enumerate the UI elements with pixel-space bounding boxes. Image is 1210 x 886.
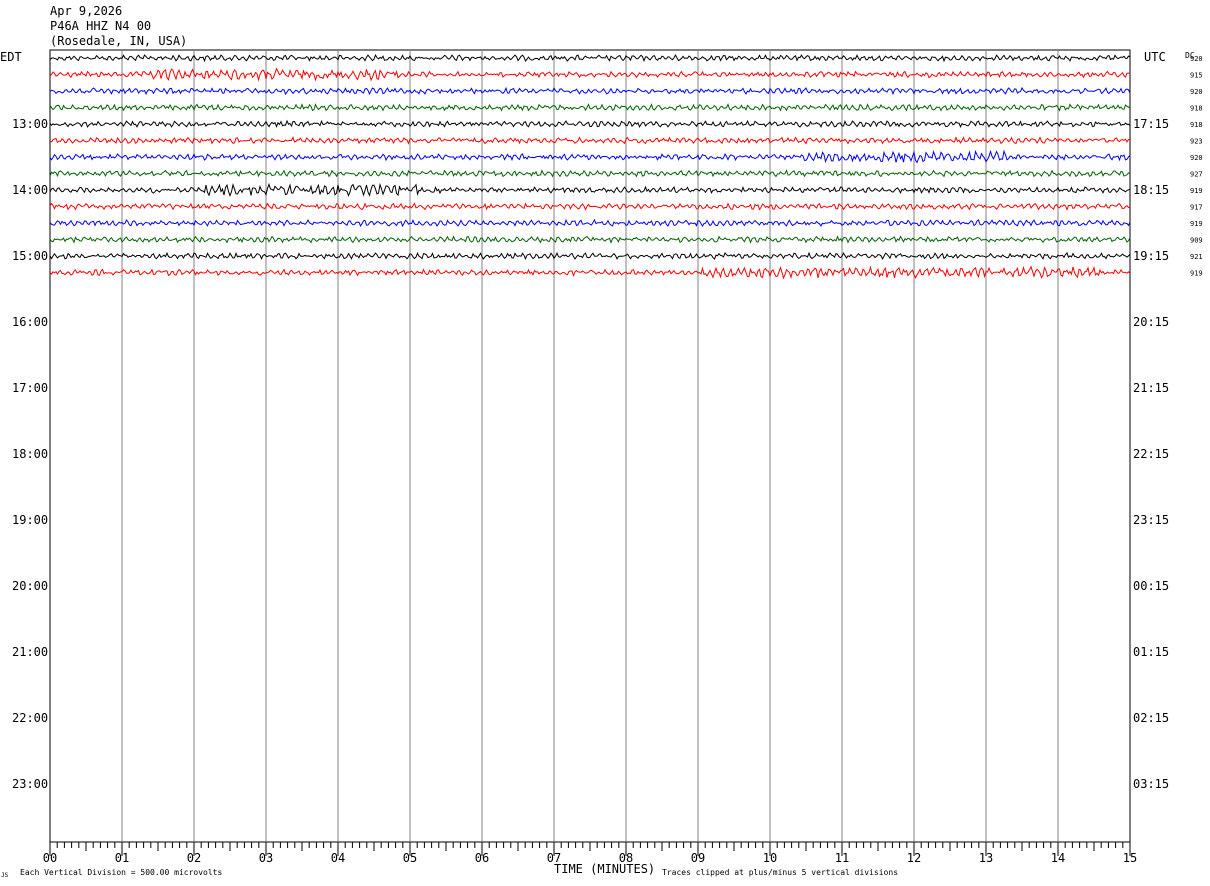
dc-offset-label: 909 bbox=[1190, 237, 1203, 245]
seismic-trace bbox=[49, 182, 1131, 198]
right-hour-label: 03:15 bbox=[1133, 777, 1169, 791]
right-hour-label: 23:15 bbox=[1133, 513, 1169, 527]
dc-header-label: DC bbox=[1185, 51, 1195, 60]
seismic-trace bbox=[49, 67, 1131, 82]
left-hour-labels: 13:00 14:00 15:00 16:00 17:00 18:00 19:00 20:00… bbox=[12, 117, 48, 791]
chart-station: P46A HHZ N4 00 bbox=[50, 19, 151, 33]
dc-offset-label: 919 bbox=[1190, 270, 1203, 278]
left-hour-label: 23:00 bbox=[12, 777, 48, 791]
seismic-trace bbox=[49, 136, 1131, 145]
x-tick-label: 14 bbox=[1051, 851, 1065, 865]
left-hour-label: 21:00 bbox=[12, 645, 48, 659]
left-hour-label: 13:00 bbox=[12, 117, 48, 131]
dc-offset-labels: 920 915 920 918 918 923 920 927 919 917 919 909 921 9… bbox=[1190, 55, 1203, 278]
dc-offset-label: 920 bbox=[1190, 88, 1203, 96]
right-hour-label: 21:15 bbox=[1133, 381, 1169, 395]
left-hour-label: 20:00 bbox=[12, 579, 48, 593]
dc-offset-label: 927 bbox=[1190, 171, 1203, 179]
right-hour-label: 02:15 bbox=[1133, 711, 1169, 725]
right-hour-label: 01:15 bbox=[1133, 645, 1169, 659]
left-hour-label: 18:00 bbox=[12, 447, 48, 461]
dc-offset-label: 917 bbox=[1190, 204, 1203, 212]
right-hour-label: 19:15 bbox=[1133, 249, 1169, 263]
dc-offset-label: 919 bbox=[1190, 220, 1203, 228]
dc-offset-label: 920 bbox=[1190, 154, 1203, 162]
x-tick-label: 08 bbox=[619, 851, 633, 865]
seismic-trace bbox=[49, 53, 1131, 63]
x-tick-label: 07 bbox=[547, 851, 561, 865]
left-hour-label: 19:00 bbox=[12, 513, 48, 527]
x-tick-label: 04 bbox=[331, 851, 345, 865]
seismic-trace bbox=[49, 103, 1131, 112]
left-hour-label: 17:00 bbox=[12, 381, 48, 395]
x-tick-label: 06 bbox=[475, 851, 489, 865]
right-hour-labels: 17:15 18:15 19:15 20:15 21:15 22:15 23:15 00:15… bbox=[1133, 117, 1169, 791]
x-tick-label: 03 bbox=[259, 851, 273, 865]
seismic-trace bbox=[49, 119, 1131, 129]
x-tick-label: 15 bbox=[1123, 851, 1137, 865]
vertical-division-note: Each Vertical Division = 500.00 microvol… bbox=[20, 868, 222, 877]
dc-offset-label: 919 bbox=[1190, 187, 1203, 195]
chart-date: Apr 9,2026 bbox=[50, 4, 122, 18]
dc-offset-label: 920 bbox=[1190, 55, 1203, 63]
seismic-trace bbox=[49, 149, 1131, 164]
x-tick-label: 11 bbox=[835, 851, 849, 865]
right-hour-label: 18:15 bbox=[1133, 183, 1169, 197]
x-tick-label: 10 bbox=[763, 851, 777, 865]
left-timezone-label: EDT bbox=[0, 50, 22, 64]
left-hour-label: 15:00 bbox=[12, 249, 48, 263]
right-hour-label: 20:15 bbox=[1133, 315, 1169, 329]
plot-frame bbox=[49, 49, 1131, 843]
dc-offset-label: 923 bbox=[1190, 138, 1203, 146]
seismic-trace bbox=[49, 265, 1131, 280]
corner-mark: JS bbox=[1, 872, 9, 879]
left-hour-label: 22:00 bbox=[12, 711, 48, 725]
x-axis-title: TIME (MINUTES) bbox=[554, 862, 655, 876]
x-tick-label: 12 bbox=[907, 851, 921, 865]
right-hour-label: 22:15 bbox=[1133, 447, 1169, 461]
x-tick-label: 13 bbox=[979, 851, 993, 865]
right-hour-label: 17:15 bbox=[1133, 117, 1169, 131]
seismic-trace bbox=[49, 218, 1131, 228]
dc-offset-label: 921 bbox=[1190, 253, 1203, 261]
dc-offset-label: 918 bbox=[1190, 121, 1203, 129]
right-timezone-label: UTC bbox=[1144, 50, 1166, 64]
chart-location: (Rosedale, IN, USA) bbox=[50, 34, 187, 48]
x-tick-label: 02 bbox=[187, 851, 201, 865]
right-hour-label: 00:15 bbox=[1133, 579, 1169, 593]
dc-offset-label: 915 bbox=[1190, 72, 1203, 80]
seismic-trace bbox=[49, 86, 1131, 96]
dc-offset-label: 918 bbox=[1190, 105, 1203, 113]
minute-gridlines bbox=[121, 50, 1059, 842]
x-tick-label: 05 bbox=[403, 851, 417, 865]
seismic-trace bbox=[49, 202, 1131, 211]
clipping-note: Traces clipped at plus/minus 5 vertical … bbox=[662, 868, 898, 877]
x-axis: 00 01 02 03 04 05 06 07 08 09 10 11 12 13 14 15 bbox=[43, 842, 1137, 865]
x-tick-label: 01 bbox=[115, 851, 129, 865]
left-hour-label: 16:00 bbox=[12, 315, 48, 329]
seismic-trace bbox=[49, 169, 1131, 178]
x-tick-label: 09 bbox=[691, 851, 705, 865]
left-hour-label: 14:00 bbox=[12, 183, 48, 197]
seismic-traces bbox=[49, 53, 1131, 280]
seismic-trace bbox=[49, 235, 1131, 244]
seismic-trace bbox=[49, 251, 1131, 261]
x-tick-label: 00 bbox=[43, 851, 57, 865]
